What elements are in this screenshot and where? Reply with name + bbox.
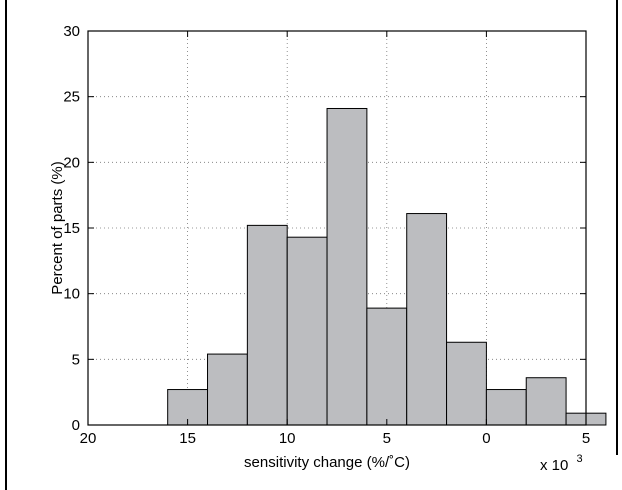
histogram-bar xyxy=(446,341,487,426)
x-tick-label: 5 xyxy=(582,430,590,447)
x-multiplier-exponent: 3 xyxy=(577,453,583,465)
y-tick-label: 30 xyxy=(63,23,80,40)
histogram-bar xyxy=(207,353,248,426)
x-axis-label: sensitivity change (%/˚C) xyxy=(244,454,410,471)
y-tick-label: 15 xyxy=(63,220,80,237)
y-tick-label: 5 xyxy=(72,351,80,368)
x-axis-multiplier: x 10 3 xyxy=(540,453,583,474)
histogram-bars xyxy=(167,107,607,426)
histogram-bar xyxy=(525,377,567,426)
y-tick-label: 20 xyxy=(63,154,80,171)
histogram-bar xyxy=(326,107,368,426)
x-tick-label: 5 xyxy=(383,430,391,447)
histogram-bar xyxy=(406,213,448,426)
histogram-bar xyxy=(366,307,408,426)
y-tick-label: 25 xyxy=(63,89,80,106)
x-tick-label: 0 xyxy=(482,430,490,447)
x-tick-label: 20 xyxy=(80,430,97,447)
histogram-bar xyxy=(485,389,527,426)
x-multiplier-base: x 10 xyxy=(540,457,568,474)
y-tick-label: 10 xyxy=(63,286,80,303)
x-tick-label: 15 xyxy=(179,430,196,447)
y-axis-label: Percent of parts (%) xyxy=(49,161,66,294)
axis-tick-labels: 0 5 10 15 20 25 30 20 15 10 5 0 5 xyxy=(63,23,590,447)
histogram-bar xyxy=(246,224,288,426)
y-tick-label: 0 xyxy=(72,417,80,434)
histogram-bar xyxy=(286,236,328,426)
axis-ticks xyxy=(87,30,587,426)
x-tick-label: 10 xyxy=(279,430,296,447)
